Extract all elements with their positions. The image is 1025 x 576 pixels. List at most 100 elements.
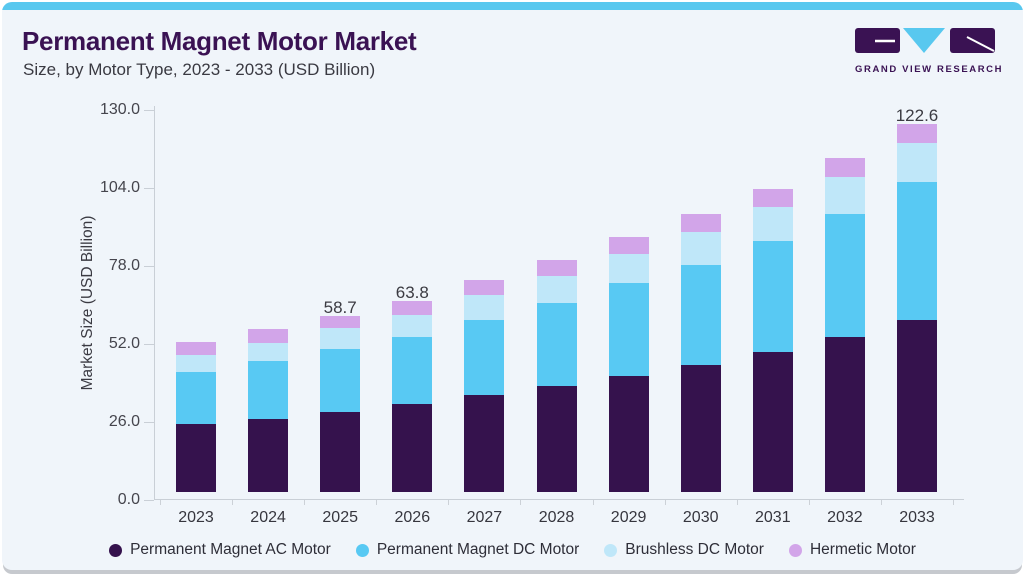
x-tick-label: 2025 <box>322 509 358 526</box>
bar-segment-4 <box>464 279 505 295</box>
bar-segment-2 <box>536 303 577 386</box>
x-tick-mark <box>953 500 955 505</box>
x-tick-mark <box>232 500 234 505</box>
y-tick-label: 52.0 <box>108 335 140 352</box>
x-tick-mark <box>592 500 594 505</box>
x-tick-label: 2032 <box>827 509 863 526</box>
bar-segment-2 <box>176 371 216 425</box>
bar-segment-1 <box>897 320 937 492</box>
x-tick-label: 2023 <box>178 509 214 526</box>
x-tick-mark <box>664 500 666 505</box>
bar-segment-1 <box>176 424 216 492</box>
x-tick-label: 2031 <box>755 509 791 526</box>
gvr-logo-mark-icon <box>855 28 995 53</box>
bar-segment-4 <box>608 236 649 255</box>
bar-value-label: 58.7 <box>323 297 357 317</box>
x-tick-mark <box>880 500 882 505</box>
bar-segment-1 <box>248 418 289 492</box>
y-axis-line <box>154 106 155 500</box>
bar-segment-3 <box>392 315 433 337</box>
bar-segment-1 <box>536 385 577 492</box>
bar-2026 <box>392 300 433 492</box>
bar-segment-3 <box>248 342 289 362</box>
bar-2030 <box>680 213 721 492</box>
x-tick-label: 2033 <box>899 509 935 526</box>
bar-segment-4 <box>752 189 793 208</box>
x-tick-mark <box>736 500 738 505</box>
bar-segment-4 <box>320 315 361 328</box>
x-axis-line <box>154 499 964 500</box>
x-tick-label: 2027 <box>466 509 503 526</box>
y-axis-title: Market Size (USD Billion) <box>79 215 96 391</box>
bar-segment-1 <box>464 394 505 492</box>
legend-label: Permanent Magnet DC Motor <box>376 541 580 558</box>
legend-dot-icon <box>604 543 618 557</box>
bar-segment-1 <box>824 337 865 492</box>
bar-2024 <box>248 329 289 492</box>
y-tick-label: 104.0 <box>99 179 140 196</box>
legend-label: Hermetic Motor <box>809 541 916 558</box>
bar-segment-3 <box>536 276 577 303</box>
top-accent-bar <box>2 2 1023 10</box>
bar-value-label: 122.6 <box>895 106 939 126</box>
bar-segment-3 <box>464 294 505 320</box>
legend-item: Hermetic Motor <box>788 541 916 559</box>
y-tick-mark <box>144 421 154 423</box>
bar-2032 <box>824 157 865 493</box>
bar-segment-2 <box>248 361 289 419</box>
bar-segment-2 <box>392 336 433 405</box>
y-tick-label: 0.0 <box>117 491 140 508</box>
x-tick-label: 2026 <box>394 509 431 526</box>
bar-segment-2 <box>897 182 937 321</box>
y-tick-mark <box>144 109 154 111</box>
bar-segment-3 <box>680 232 721 266</box>
bar-value-label: 63.8 <box>395 282 429 302</box>
bar-segment-4 <box>392 300 433 315</box>
x-tick-mark <box>304 500 306 505</box>
x-tick-mark <box>520 500 522 505</box>
bar-segment-2 <box>320 348 361 412</box>
bar-segment-1 <box>752 352 793 492</box>
gvr-logo: GRAND VIEW RESEARCH <box>855 28 1002 75</box>
legend-item: Brushless DC Motor <box>604 541 764 559</box>
bar-2031 <box>752 189 793 492</box>
bar-segment-1 <box>680 365 721 492</box>
bar-2033 <box>897 124 937 492</box>
bar-segment-2 <box>824 214 865 338</box>
bar-segment-4 <box>248 329 289 343</box>
bar-segment-1 <box>608 375 649 492</box>
y-tick-label: 78.0 <box>108 257 140 274</box>
bar-segment-4 <box>176 342 216 355</box>
legend-item: Permanent Magnet AC Motor <box>109 541 331 559</box>
y-tick-mark <box>144 265 154 267</box>
y-tick-label: 26.0 <box>108 413 140 430</box>
bar-segment-3 <box>320 327 361 349</box>
x-tick-mark <box>808 500 810 505</box>
x-tick-mark <box>448 500 450 505</box>
legend-dot-icon <box>788 543 802 557</box>
x-tick-label: 2028 <box>538 509 575 526</box>
legend-label: Brushless DC Motor <box>625 541 764 558</box>
y-tick-mark <box>144 343 154 345</box>
bar-2027 <box>464 279 505 492</box>
bar-2025 <box>320 315 361 492</box>
x-tick-mark <box>159 500 161 505</box>
bar-segment-4 <box>824 157 865 177</box>
page-title: Permanent Magnet Motor Market <box>22 26 417 56</box>
x-tick-label: 2029 <box>610 509 647 526</box>
legend-dot-icon <box>355 543 369 557</box>
bar-segment-1 <box>392 404 433 492</box>
bar-segment-3 <box>824 176 865 215</box>
bar-segment-2 <box>752 241 793 353</box>
bar-segment-3 <box>752 207 793 242</box>
bar-2023 <box>176 342 216 492</box>
legend: Permanent Magnet AC Motor Permanent Magne… <box>2 538 1023 562</box>
bar-segment-3 <box>176 354 216 372</box>
bar-segment-4 <box>680 213 721 233</box>
legend-dot-icon <box>109 543 123 557</box>
x-tick-mark <box>376 500 378 505</box>
bar-segment-2 <box>680 265 721 366</box>
y-tick-mark <box>144 499 154 501</box>
legend-item: Permanent Magnet DC Motor <box>355 541 580 559</box>
